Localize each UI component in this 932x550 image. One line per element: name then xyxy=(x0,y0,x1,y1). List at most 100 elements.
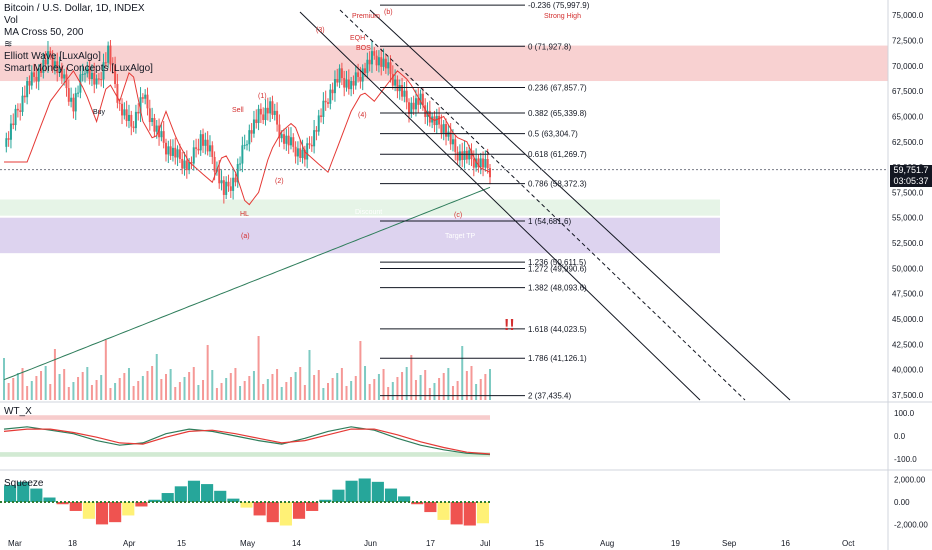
wt-x-pane: 100.0 0.0 -100.0 xyxy=(0,409,917,464)
channel-mid xyxy=(369,9,791,401)
volume-bar xyxy=(72,382,75,400)
squeeze-bar xyxy=(424,502,437,513)
legend-glyph[interactable]: ≋ xyxy=(4,39,13,50)
squeeze-tick-label: -2,000.00 xyxy=(894,520,928,529)
squeeze-bar xyxy=(161,493,174,502)
annotation-label: (c) xyxy=(454,212,462,219)
squeeze-title[interactable]: Squeeze xyxy=(4,478,44,489)
candle-body xyxy=(162,131,165,143)
candle-body xyxy=(21,95,24,112)
candle-body xyxy=(468,150,471,160)
candle-body xyxy=(482,158,485,168)
candle-body xyxy=(250,130,253,134)
time-tick-label: 17 xyxy=(426,539,435,548)
candle-body xyxy=(301,149,304,158)
candle-body xyxy=(90,72,93,79)
volume-bar xyxy=(86,367,89,400)
wt-tick-label: 100.0 xyxy=(894,409,915,418)
squeeze-bar xyxy=(398,496,411,502)
legend-elliott[interactable]: Elliott Wave [LuxAlgo] xyxy=(4,51,101,62)
price-tick-label: 50,000.0 xyxy=(892,264,924,273)
candle-body xyxy=(421,93,424,106)
zone-target-tp xyxy=(0,217,720,254)
volume-bar xyxy=(489,369,491,400)
candle-body xyxy=(361,68,364,82)
symbol-title[interactable]: Bitcoin / U.S. Dollar, 1D, INDEX xyxy=(4,3,145,14)
candle-body xyxy=(220,180,223,184)
candle-body xyxy=(414,98,417,110)
squeeze-bar xyxy=(135,502,148,507)
time-tick-label: May xyxy=(240,539,255,548)
squeeze-bar xyxy=(187,480,201,502)
squeeze-bar xyxy=(122,502,135,516)
price-tick-label: 45,000.0 xyxy=(892,315,924,324)
candle-body xyxy=(333,78,336,94)
volume-bar xyxy=(303,385,306,400)
volume-bar xyxy=(345,386,348,400)
candle-body xyxy=(60,66,63,79)
candle-body xyxy=(225,181,228,195)
wt-x-title[interactable]: WT_X xyxy=(4,406,32,417)
volume-bar xyxy=(206,345,209,400)
candle-body xyxy=(255,119,258,124)
candle-body xyxy=(125,109,128,122)
legend-vol[interactable]: Vol xyxy=(4,15,18,26)
squeeze-bar xyxy=(292,502,306,519)
candle-body xyxy=(252,119,255,134)
time-tick-label: Apr xyxy=(123,539,136,548)
legend-smc[interactable]: Smart Money Concepts [LuxAlgo] xyxy=(4,63,153,74)
candle-body xyxy=(380,57,383,67)
volume-bar xyxy=(16,373,19,400)
candle-body xyxy=(104,62,107,64)
fib-label: 1.786 (41,126.1) xyxy=(528,354,587,363)
volume-bar xyxy=(451,386,454,400)
volume-bar xyxy=(49,384,52,400)
fib-label: 0.5 (63,304.7) xyxy=(528,130,578,139)
candle-body xyxy=(121,103,124,116)
volume-bar xyxy=(424,370,427,400)
candle-body xyxy=(146,94,149,109)
candle-body xyxy=(278,124,281,139)
main-pane: -0.236 (75,997.9) 0 (71,927.8) 0.236 (67,8… xyxy=(0,1,888,401)
candle-body xyxy=(19,110,22,112)
volume-bar xyxy=(229,373,232,400)
candle-body xyxy=(28,81,31,86)
candle-body xyxy=(324,100,327,103)
indicator-legend: Bitcoin / U.S. Dollar, 1D, INDEX Vol MA … xyxy=(4,3,153,75)
volume-bar xyxy=(359,341,362,400)
candle-body xyxy=(391,73,394,86)
wt-series-line xyxy=(3,426,491,456)
fib-label: 1.272 (49,990.6) xyxy=(528,264,587,273)
candle-body xyxy=(336,78,339,83)
candle-body xyxy=(366,59,369,73)
legend-ma-cross[interactable]: MA Cross 50, 200 xyxy=(4,27,84,38)
time-tick-label: Oct xyxy=(842,539,855,548)
wt-tick-label: 0.0 xyxy=(894,432,906,441)
candle-body xyxy=(384,58,387,69)
candle-body xyxy=(93,72,96,85)
squeeze-bar xyxy=(306,502,319,511)
time-tick-label: Aug xyxy=(600,539,614,548)
candle-body xyxy=(14,108,17,126)
candle-body xyxy=(155,125,158,132)
candle-body xyxy=(347,79,350,90)
candle-body xyxy=(204,139,207,146)
candle-body xyxy=(345,79,348,88)
volume-bar xyxy=(58,374,61,400)
fib-label: 1 (54,681.6) xyxy=(528,217,571,226)
annotation-label: Premium xyxy=(352,13,380,20)
volume-bar xyxy=(382,369,385,400)
volume-bar xyxy=(44,366,47,400)
candle-body xyxy=(257,108,260,124)
volume-bar xyxy=(63,369,66,400)
candle-body xyxy=(303,149,306,160)
volume-bar xyxy=(461,346,464,400)
candle-body xyxy=(26,81,29,98)
volume-bar xyxy=(21,368,24,400)
squeeze-bar xyxy=(437,502,450,520)
volume-bar xyxy=(294,372,297,400)
candle-body xyxy=(408,102,410,114)
volume-bar xyxy=(118,378,121,400)
